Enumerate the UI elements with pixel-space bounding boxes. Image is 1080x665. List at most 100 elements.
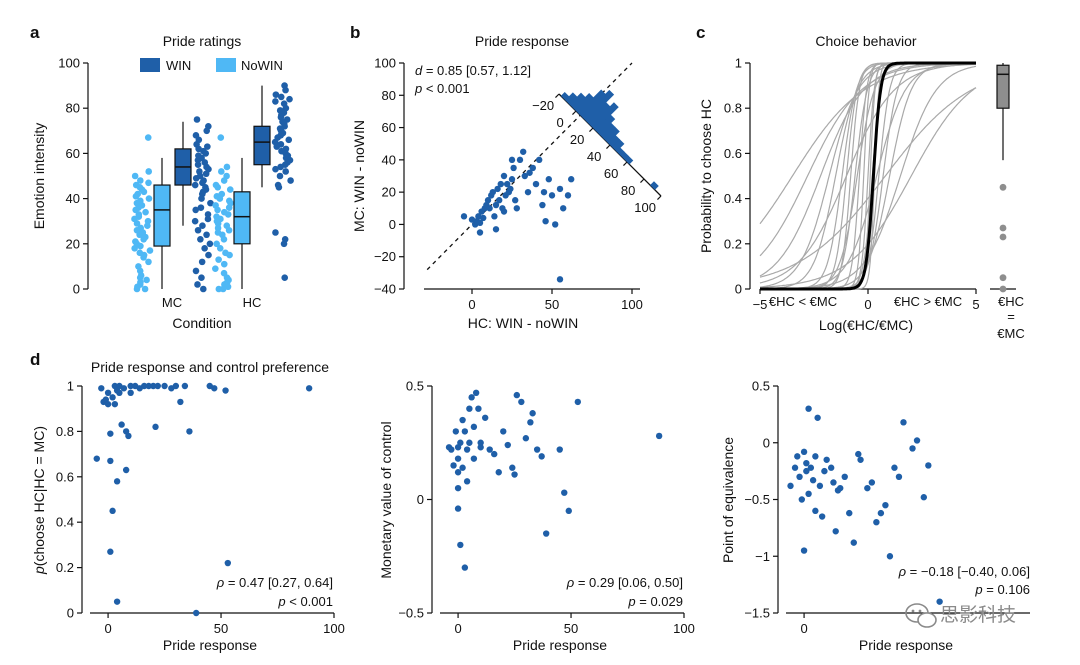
panel-d2-point — [477, 444, 484, 451]
panel-d1-p-label: p — [277, 594, 285, 609]
panel-d1-xtick-label: 50 — [214, 621, 228, 636]
panel-d1-point — [152, 423, 159, 431]
panel-d3-point — [846, 509, 853, 517]
panel-a-point-nowin-hc — [223, 163, 231, 171]
panel-c-ytick-label: 1 — [735, 56, 742, 71]
panel-d3-point — [832, 528, 839, 535]
panel-a-point-nowin-mc — [136, 231, 143, 239]
panel-b-d-value: = 0.85 [0.57, 1.12] — [422, 63, 531, 78]
panel-c-title: Choice behavior — [815, 33, 917, 49]
panel-a-point-nowin-mc — [145, 168, 153, 175]
legend-label-win: WIN — [166, 58, 191, 73]
panel-a-point-nowin-mc — [140, 188, 148, 196]
panel-d-pride-control: d Pride response and control preference … — [30, 350, 1030, 653]
panel-c-marks — [759, 61, 977, 291]
panel-a-point-win-mc — [204, 215, 212, 223]
panel-d3-point — [850, 539, 857, 546]
panel-d3-point — [787, 482, 794, 490]
panel-a-point-win-mc — [202, 170, 210, 178]
panel-d1-xlabel: Pride response — [163, 637, 257, 653]
panel-d2-xtick-label: 100 — [673, 621, 695, 636]
panel-a-point-win-mc — [202, 150, 210, 157]
legend-swatch-nowin — [216, 58, 236, 72]
panel-b-inset-tick-label: −20 — [532, 98, 554, 113]
panel-d2-p-value: = 0.029 — [636, 594, 683, 609]
panel-d1-rho-label: ρ — [216, 575, 225, 590]
panel-d1-point — [172, 382, 180, 390]
panel-b-point — [494, 185, 501, 193]
panel-letter-b: b — [350, 23, 360, 42]
panel-d3-point — [855, 450, 862, 458]
panel-a-point-nowin-mc — [145, 258, 152, 266]
panel-d1-axes: 0 0.2 0.4 0.6 0.8 1 0 50 100 — [56, 379, 345, 637]
panel-d3-xtick-label: 0 — [800, 621, 807, 636]
panel-d3-point — [830, 479, 837, 486]
panel-b-inset-tick-mark — [623, 161, 628, 166]
panel-b-point — [526, 169, 533, 176]
panel-d2-point — [513, 391, 521, 399]
panel-d1-point — [107, 430, 114, 437]
panel-d1-point — [181, 382, 189, 390]
panel-d1-point — [145, 382, 152, 390]
panel-d2-ylabel: Monetary value of control — [378, 421, 394, 578]
panel-d3-p-label: p — [974, 582, 982, 597]
panel-d3-rho-value: = −0.18 [−0.40, 0.06] — [906, 564, 1030, 579]
panel-d3-point — [803, 459, 810, 467]
panel-b-point — [539, 201, 546, 209]
panel-b-point — [560, 205, 567, 212]
panel-b-inset-tick-label: 80 — [621, 183, 635, 198]
panel-a-point-win-hc — [276, 172, 284, 180]
panel-a-point-win-mc — [191, 181, 199, 189]
panel-d1-ylabel-rest: (choose HC|HC = MC) — [31, 426, 47, 566]
panel-a-point-nowin-mc — [144, 134, 152, 141]
panel-d2-point — [457, 439, 464, 446]
panel-a-point-nowin-mc — [143, 276, 150, 284]
panel-b-point — [476, 219, 484, 227]
panel-d1-p-value: < 0.001 — [286, 594, 333, 609]
panel-b-point — [500, 208, 508, 215]
panel-d1-point — [154, 382, 161, 390]
panel-d3-point — [807, 464, 815, 471]
panel-d3-ytick-label: −1 — [755, 549, 770, 564]
panel-b-inset-bar — [573, 93, 594, 114]
panel-b-inset-bar — [586, 101, 611, 127]
panel-b-point — [529, 164, 536, 172]
panel-a-title: Pride ratings — [163, 33, 242, 49]
panel-b-point — [542, 218, 549, 225]
panel-b-inset-tick-mark — [657, 195, 662, 200]
watermark-text: 思影科技 — [940, 604, 1016, 626]
panel-a-point-win-mc — [197, 235, 204, 243]
panel-b-pvalue: p < 0.001 — [414, 81, 470, 96]
panel-d2-point — [468, 394, 475, 401]
panel-d1-marks — [93, 382, 313, 617]
panel-d3-point — [805, 405, 812, 412]
panel-b-point — [540, 188, 548, 196]
panel-d3-marks — [787, 405, 943, 605]
panel-b-xlabel: HC: WIN - noWIN — [468, 315, 578, 331]
panel-d3-point — [823, 456, 830, 463]
panel-d3-rho-label: ρ — [898, 564, 907, 579]
panel-d2-ytick-label: 0.5 — [406, 379, 424, 394]
panel-b-p-value: < 0.001 — [422, 81, 469, 96]
panel-d2-p-label: p — [627, 594, 635, 609]
panel-c-region-left: €HC < €MC — [769, 294, 837, 309]
panel-d3-point — [891, 464, 898, 471]
panel-d1-point — [104, 389, 112, 397]
panel-b-point — [491, 213, 498, 220]
panel-d2-point — [454, 469, 462, 476]
panel-b-point — [484, 197, 492, 204]
panel-b-point — [536, 156, 543, 164]
panel-a-point-win-hc — [272, 91, 280, 98]
panel-a-point-nowin-hc — [217, 134, 225, 141]
panel-a-point-win-mc — [193, 116, 201, 123]
panel-a-point-win-mc — [194, 226, 202, 234]
panel-a-point-win-mc — [206, 240, 214, 248]
panel-c-ytick-label: 0.8 — [724, 101, 742, 116]
panel-b-effect-size: d = 0.85 [0.57, 1.12] — [415, 63, 531, 78]
panel-c-equal-bottom: €MC — [997, 326, 1024, 341]
panel-d1-point — [118, 421, 125, 428]
panel-a-point-nowin-hc — [224, 283, 232, 291]
panel-a-point-nowin-hc — [226, 186, 234, 193]
panel-d2-rho: ρ = 0.29 [0.06, 0.50] — [566, 575, 683, 590]
